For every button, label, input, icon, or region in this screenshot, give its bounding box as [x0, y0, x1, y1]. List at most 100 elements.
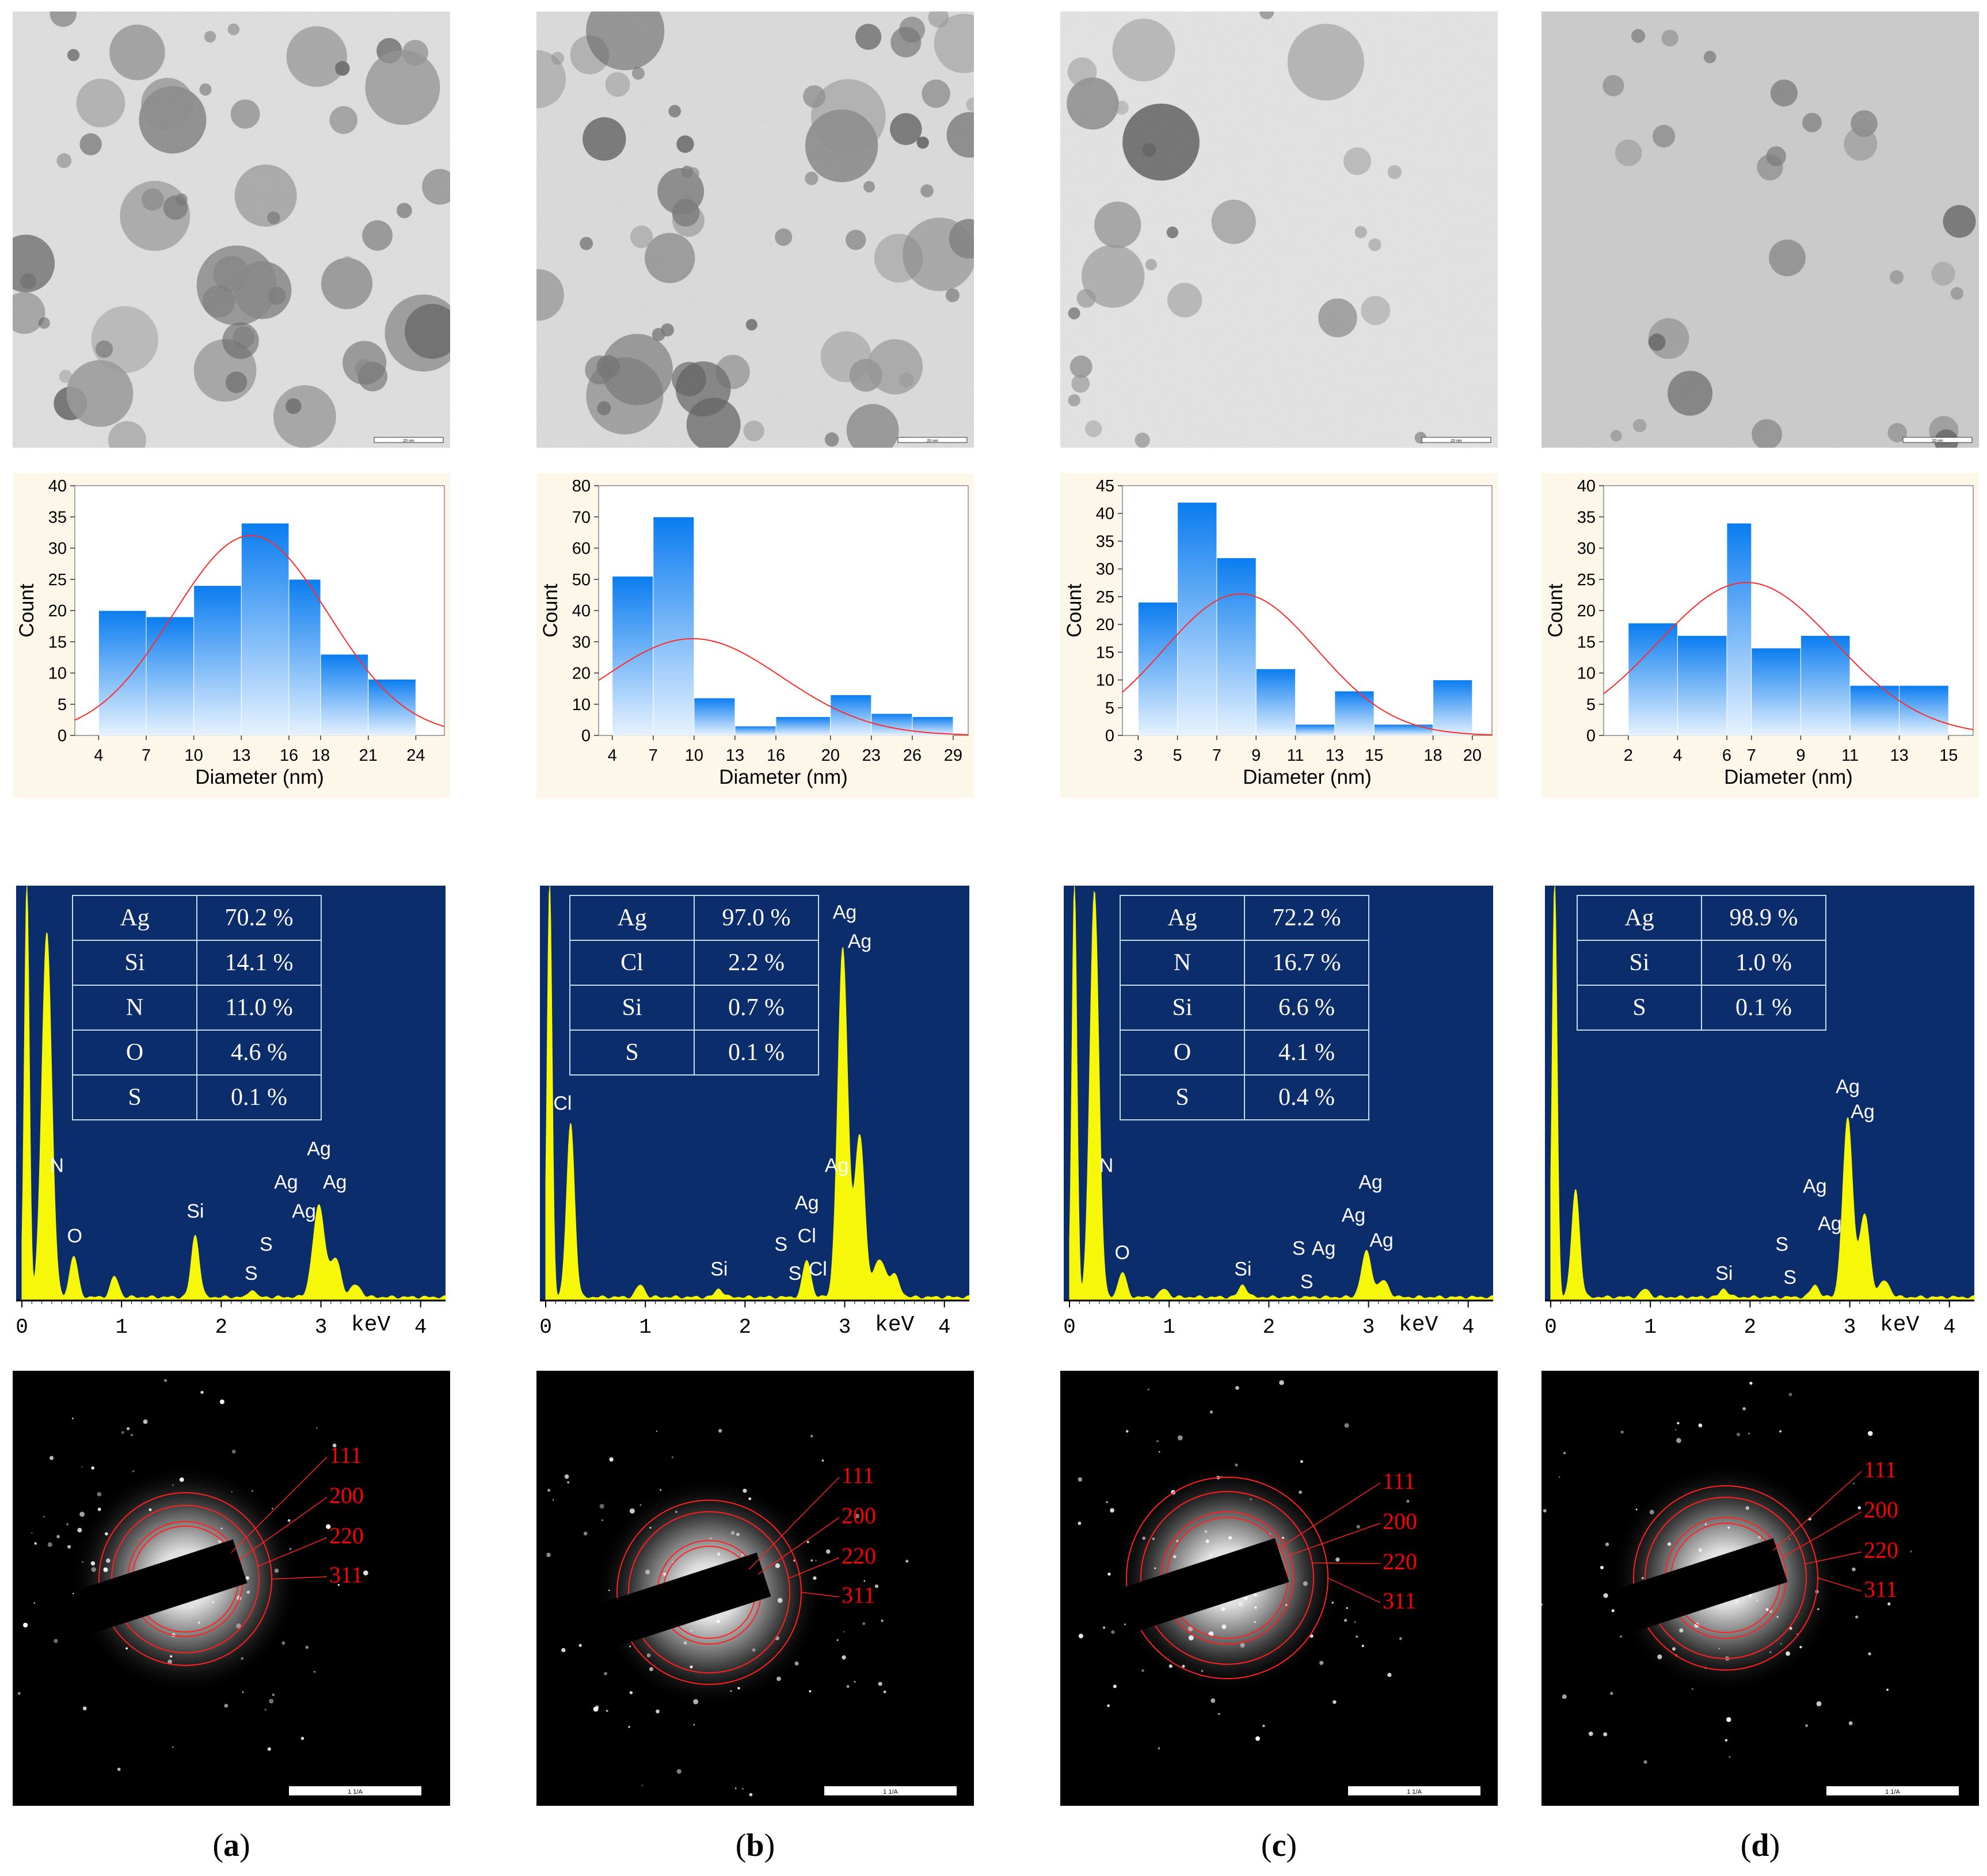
eds-element-label: S [260, 1233, 273, 1255]
diffraction-spot [1303, 1581, 1308, 1586]
ring-index-label: 220 [1864, 1537, 1898, 1563]
diffraction-spot [855, 1513, 860, 1519]
diffraction-spot [1279, 1380, 1284, 1385]
diffraction-spot [1346, 1607, 1348, 1609]
diffraction-spot [82, 1561, 84, 1563]
table-percent: 6.6 % [1278, 994, 1335, 1021]
diffraction-spot [1319, 1661, 1324, 1665]
y-tick-label: 35 [1096, 532, 1114, 551]
diffraction-spot [1282, 1536, 1284, 1539]
diffraction-spot [121, 1431, 124, 1434]
eds-spectrum: 0 1 2 3 4 keV Cl Si S S Cl Cl Ag Ag Ag Ag Ag 97.0 % Cl 2.2 … [536, 882, 974, 1348]
eds-tick-label: 2 [215, 1316, 228, 1339]
diffraction-spot [690, 1630, 692, 1631]
beam-stop [74, 1539, 248, 1635]
diffraction-spot [1677, 1422, 1680, 1425]
diffraction-spot [595, 1705, 599, 1709]
diffraction-spot [730, 1690, 732, 1692]
diffraction-spot [132, 1470, 135, 1473]
diffraction-spot [629, 1691, 633, 1695]
table-element: Si [1629, 950, 1649, 976]
ring-index-label: 111 [842, 1462, 874, 1488]
diffraction-spot [649, 1527, 652, 1529]
diffraction-spot [645, 1569, 650, 1574]
diffraction-spot [18, 1692, 21, 1695]
beam-stop-bar [1116, 1538, 1289, 1634]
table-cell [1701, 985, 1826, 1031]
eds-plot-area [1064, 886, 1493, 1301]
x-tick-label: 9 [1251, 746, 1261, 765]
y-axis-label: Count [16, 584, 38, 638]
diffraction-spot [1603, 1732, 1608, 1737]
x-axis-label: Diameter (nm) [195, 766, 324, 788]
diffraction-spot [1113, 1684, 1117, 1688]
y-tick-label: 80 [572, 477, 591, 495]
diffraction-spot [656, 1431, 657, 1432]
eds-element-label: N [50, 1154, 64, 1176]
beam-stop-bar [74, 1539, 248, 1635]
diffraction-spot [854, 1681, 856, 1683]
beam-stop-bar [1614, 1538, 1788, 1634]
y-tick-label: 35 [48, 508, 67, 527]
table-element: O [1174, 1039, 1191, 1066]
table-element: Ag [617, 905, 646, 931]
diffraction-spot [1158, 1747, 1160, 1749]
x-tick-label: 4 [608, 746, 617, 765]
diffraction-spot [836, 1639, 839, 1641]
tem-micrograph: 20 nm [13, 12, 450, 448]
ring-index-label: 200 [1864, 1497, 1898, 1523]
saed-pattern: 111 200 220 311 1 1/A [1541, 1371, 1979, 1806]
diffraction-spot [271, 1508, 273, 1509]
diffraction-spot [97, 1507, 101, 1511]
diffraction-spot [1635, 1508, 1638, 1511]
diffraction-spot [552, 1499, 554, 1501]
diffraction-spot [105, 1532, 108, 1536]
x-tick-label: 7 [142, 746, 151, 765]
diffraction-spot [1254, 1606, 1257, 1609]
x-tick-label: 16 [280, 746, 298, 765]
diffraction-spot [730, 1531, 735, 1535]
panel-caption: (c) [1261, 1828, 1297, 1863]
diffraction-spot [220, 1527, 223, 1530]
table-percent: 16.7 % [1273, 950, 1341, 976]
saed-pattern: 111 200 220 311 1 1/A [536, 1371, 974, 1806]
histogram-bar [775, 716, 831, 736]
diffraction-spot [862, 1622, 866, 1626]
table-element: Ag [1167, 905, 1197, 931]
eds-tick-label: 1 [1163, 1316, 1175, 1339]
tem-scale-label: 20 nm [403, 439, 414, 443]
x-tick-label: 29 [944, 746, 962, 765]
histogram-bar [1216, 557, 1257, 736]
diffraction-spot [775, 1563, 781, 1568]
panel-c: 20 nm 0 5 10 15 20 25 30 35 40 45 3 5 7 9 11 13 15 18 20 Dia… [1060, 0, 1498, 1876]
histogram-bar [1800, 635, 1851, 736]
saed-scale-label: 1 1/A [1885, 1789, 1900, 1795]
ring-index-label: 220 [842, 1543, 876, 1569]
diffraction-spot [736, 1532, 740, 1536]
eds-element-label: Ag [825, 1154, 849, 1176]
diffraction-spot [1765, 1608, 1769, 1611]
ring-leader-line [748, 1477, 840, 1570]
ring-index-label: 111 [1383, 1468, 1415, 1494]
diffraction-spot [56, 1535, 60, 1539]
diffraction-spot [1182, 1664, 1185, 1668]
table-percent: 11.0 % [225, 994, 292, 1021]
y-tick-label: 35 [1577, 508, 1596, 527]
diffraction-spot [97, 1492, 102, 1497]
diffraction-spot [813, 1576, 817, 1580]
table-element: S [128, 1084, 141, 1111]
normal-fit-curve [1122, 593, 1493, 735]
x-tick-label: 24 [406, 746, 425, 765]
diffraction-spot [272, 1694, 275, 1696]
table-element: Cl [621, 950, 644, 976]
diffraction-spot [1078, 1633, 1083, 1639]
eds-plot-area [540, 886, 969, 1301]
histogram-bar [241, 523, 290, 736]
diffraction-spot [1078, 1477, 1083, 1482]
eds-tick-label: 0 [539, 1316, 552, 1339]
diffraction-spot [332, 1443, 337, 1448]
diffraction-spot [242, 1691, 244, 1693]
diffraction-spot [606, 1710, 608, 1713]
